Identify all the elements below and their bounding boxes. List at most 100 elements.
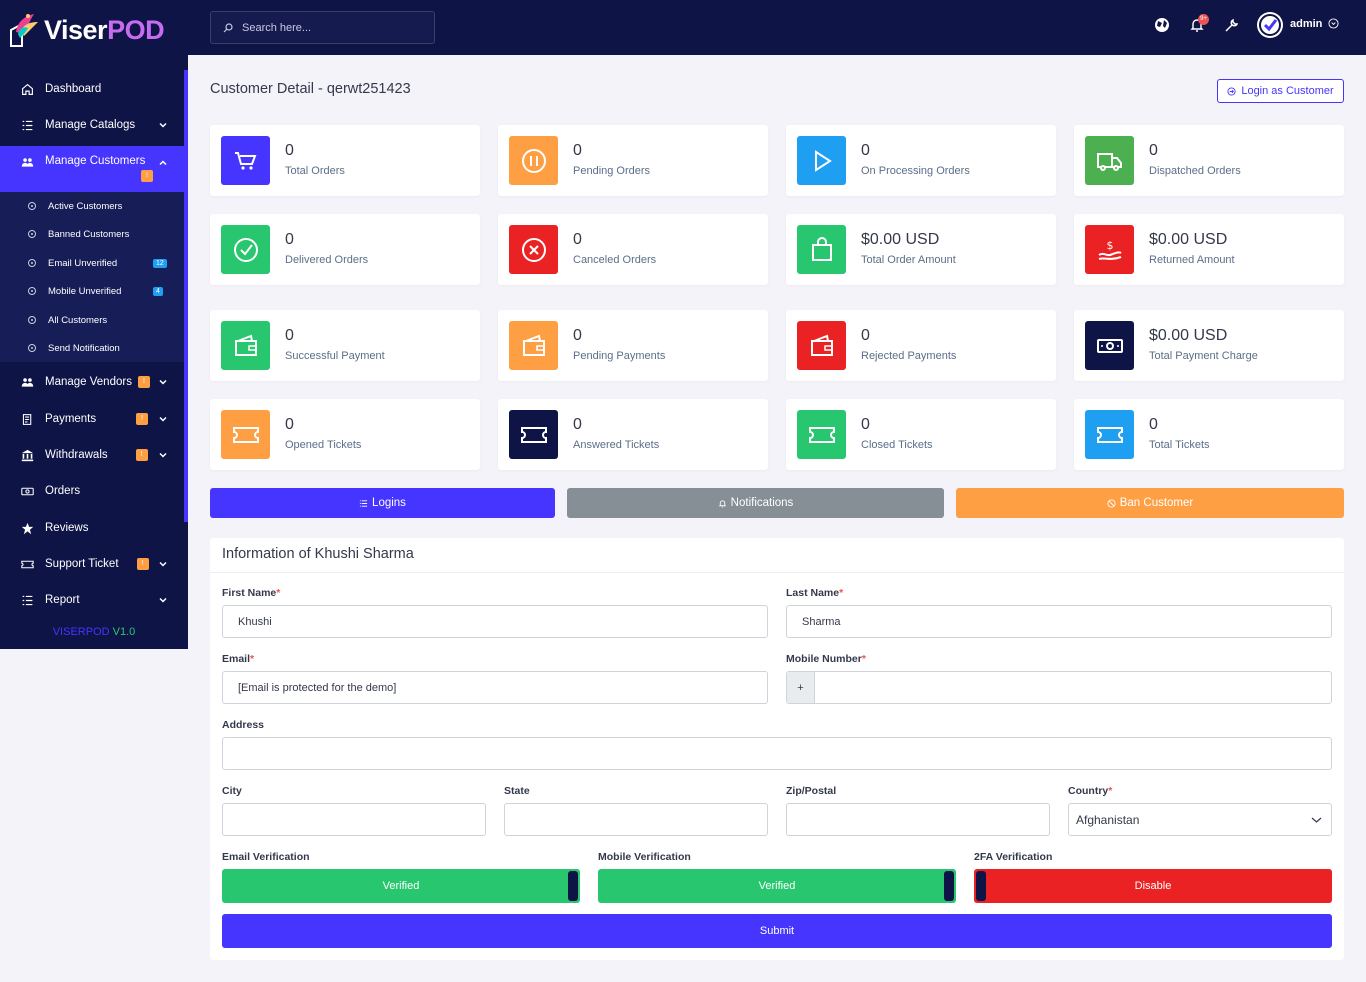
mobile-verification-toggle[interactable]: Verified — [598, 869, 956, 903]
stat-icon-box — [221, 321, 270, 370]
state-field[interactable] — [504, 803, 768, 836]
users-icon — [20, 375, 34, 389]
stat-card[interactable]: 0 Closed Tickets — [786, 399, 1056, 470]
submit-button[interactable]: Submit — [222, 914, 1332, 948]
sidebar-item-manage-customers[interactable]: Manage Customers ! — [0, 146, 184, 192]
submenu-item-send-notification[interactable]: Send Notification — [0, 334, 184, 362]
stat-card[interactable]: $0.00 USD Total Order Amount — [786, 214, 1056, 285]
sidebar-item-payments[interactable]: Payments ! — [0, 401, 184, 437]
submenu-label: Email Unverified — [48, 257, 118, 269]
last-name-field[interactable]: Sharma — [786, 605, 1332, 638]
submit-label: Submit — [759, 925, 795, 937]
stat-icon-box — [509, 410, 558, 459]
stat-label: Pending Orders — [573, 165, 651, 177]
city-field[interactable] — [222, 803, 486, 836]
submenu-item-all-customers[interactable]: All Customers — [0, 306, 184, 334]
login-as-customer-button[interactable]: Login as Customer — [1217, 79, 1344, 103]
stat-label: Closed Tickets — [861, 439, 933, 451]
globe-icon[interactable] — [1154, 17, 1170, 33]
sidebar-item-dashboard[interactable]: Dashboard — [0, 71, 184, 107]
cart-icon — [234, 151, 256, 170]
submenu-item-banned-customers[interactable]: Banned Customers — [0, 220, 184, 248]
mobile-field[interactable]: + — [786, 671, 1332, 704]
stat-card[interactable]: $0.00 USD Total Payment Charge — [1074, 310, 1344, 381]
address-label: Address — [222, 719, 265, 731]
user-avatar-icon — [1259, 14, 1281, 36]
submenu-item-email-unverified[interactable]: Email Unverified 12 — [0, 249, 184, 277]
truck-icon — [1096, 152, 1122, 171]
svg-text:$: $ — [1106, 239, 1113, 252]
chevron-down-icon — [159, 452, 167, 458]
country-select[interactable]: Afghanistan — [1068, 803, 1332, 836]
sidebar-item-manage-vendors[interactable]: Manage Vendors ! — [0, 364, 184, 400]
stat-card[interactable]: 0 Successful Payment — [210, 310, 480, 381]
login-icon — [1227, 86, 1236, 96]
stat-card[interactable]: 0 Opened Tickets — [210, 399, 480, 470]
stat-value: $0.00 USD — [1149, 231, 1228, 248]
chevron-down-icon — [159, 597, 167, 603]
avatar[interactable] — [1257, 12, 1283, 38]
stat-card[interactable]: 0 Dispatched Orders — [1074, 125, 1344, 196]
sidebar-item-report[interactable]: Report — [0, 582, 184, 618]
required-mark: * — [1108, 785, 1113, 797]
submenu-item-mobile-unverified[interactable]: Mobile Unverified 4 — [0, 277, 184, 305]
field-value: [Email is protected for the demo] — [238, 681, 397, 694]
sidebar-scrollbar[interactable] — [184, 70, 188, 522]
twofa-verification-toggle[interactable]: Disable — [974, 869, 1332, 903]
first-name-label: First Name* — [222, 587, 280, 599]
logo-icon — [10, 14, 38, 47]
stat-card[interactable]: 0 Total Orders — [210, 125, 480, 196]
stat-card[interactable]: 0 Rejected Payments — [786, 310, 1056, 381]
last-name-label: Last Name* — [786, 587, 843, 599]
stat-value: 0 — [1149, 142, 1158, 159]
wallet-icon — [810, 334, 833, 356]
submenu-label: Active Customers — [48, 200, 123, 212]
email-field[interactable]: [Email is protected for the demo] — [222, 671, 768, 704]
required-mark: * — [861, 653, 866, 665]
zip-label: Zip/Postal — [786, 785, 837, 797]
stat-card[interactable]: 0 Canceled Orders — [498, 214, 768, 285]
stat-card[interactable]: 0 Pending Payments — [498, 310, 768, 381]
submenu-item-active-customers[interactable]: Active Customers — [0, 192, 184, 220]
stat-value: $0.00 USD — [1149, 327, 1228, 344]
sidebar-item-reviews[interactable]: Reviews — [0, 510, 184, 546]
chevron-down-circle-icon[interactable] — [1328, 18, 1339, 29]
logo[interactable]: ViserPOD — [0, 0, 188, 60]
stat-card[interactable]: 0 Answered Tickets — [498, 399, 768, 470]
stat-label: Total Order Amount — [861, 254, 956, 266]
pause-icon — [521, 148, 546, 173]
stat-card[interactable]: 0 Pending Orders — [498, 125, 768, 196]
user-name[interactable]: admin — [1290, 18, 1323, 30]
mobile-prefix: + — [787, 672, 815, 703]
search-input[interactable]: Search here... — [210, 11, 435, 44]
stat-icon-box — [797, 410, 846, 459]
toggle-knob — [568, 871, 578, 901]
email-verification-toggle[interactable]: Verified — [222, 869, 580, 903]
wrench-icon[interactable] — [1224, 17, 1240, 33]
ban-customer-button[interactable]: Ban Customer — [956, 488, 1344, 518]
sidebar-item-orders[interactable]: Orders — [0, 473, 184, 509]
circle-icon — [28, 259, 36, 267]
ticket-icon — [808, 426, 835, 443]
stat-card[interactable]: $ $0.00 USD Returned Amount — [1074, 214, 1344, 285]
zip-field[interactable] — [786, 803, 1050, 836]
stat-value: 0 — [861, 142, 870, 159]
stat-value: $0.00 USD — [861, 231, 940, 248]
notifications-button[interactable]: Notifications — [567, 488, 944, 518]
label-text: First Name — [222, 587, 277, 599]
stat-card[interactable]: 0 On Processing Orders — [786, 125, 1056, 196]
divider — [210, 572, 1344, 573]
sidebar-item-manage-catalogs[interactable]: Manage Catalogs — [0, 107, 184, 143]
sidebar-item-support-ticket[interactable]: Support Ticket ! — [0, 546, 184, 582]
stat-card[interactable]: 0 Total Tickets — [1074, 399, 1344, 470]
users-icon — [20, 155, 34, 169]
first-name-field[interactable]: Khushi — [222, 605, 768, 638]
stat-card[interactable]: 0 Delivered Orders — [210, 214, 480, 285]
sidebar-item-label: Manage Catalogs — [45, 119, 136, 131]
sidebar-item-label: Reviews — [45, 522, 89, 534]
search-placeholder: Search here... — [242, 21, 312, 34]
address-field[interactable] — [222, 737, 1332, 770]
sidebar-item-withdrawals[interactable]: Withdrawals ! — [0, 437, 184, 473]
sidebar-item-label: Support Ticket — [45, 558, 119, 570]
logins-button[interactable]: Logins — [210, 488, 555, 518]
